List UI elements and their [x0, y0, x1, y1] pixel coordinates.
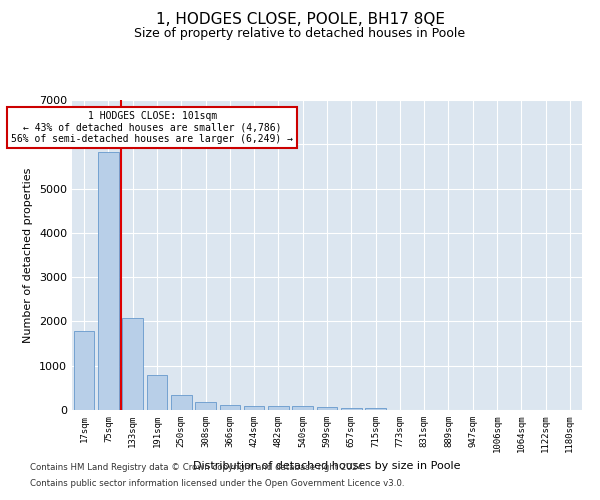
Bar — [74, 331, 94, 410]
Bar — [171, 395, 191, 410]
X-axis label: Distribution of detached houses by size in Poole: Distribution of detached houses by size … — [193, 461, 461, 471]
Bar — [292, 406, 313, 410]
Text: 1 HODGES CLOSE: 101sqm
← 43% of detached houses are smaller (4,786)
56% of semi-: 1 HODGES CLOSE: 101sqm ← 43% of detached… — [11, 111, 293, 144]
Bar — [220, 405, 240, 410]
Bar — [365, 408, 386, 410]
Bar — [146, 374, 167, 410]
Bar — [268, 406, 289, 410]
Bar — [195, 402, 216, 410]
Bar — [98, 152, 119, 410]
Bar — [341, 408, 362, 410]
Text: Size of property relative to detached houses in Poole: Size of property relative to detached ho… — [134, 28, 466, 40]
Bar — [244, 406, 265, 410]
Text: Contains HM Land Registry data © Crown copyright and database right 2024.: Contains HM Land Registry data © Crown c… — [30, 464, 365, 472]
Y-axis label: Number of detached properties: Number of detached properties — [23, 168, 34, 342]
Text: Contains public sector information licensed under the Open Government Licence v3: Contains public sector information licen… — [30, 478, 404, 488]
Bar — [317, 408, 337, 410]
Bar — [122, 318, 143, 410]
Text: 1, HODGES CLOSE, POOLE, BH17 8QE: 1, HODGES CLOSE, POOLE, BH17 8QE — [155, 12, 445, 28]
